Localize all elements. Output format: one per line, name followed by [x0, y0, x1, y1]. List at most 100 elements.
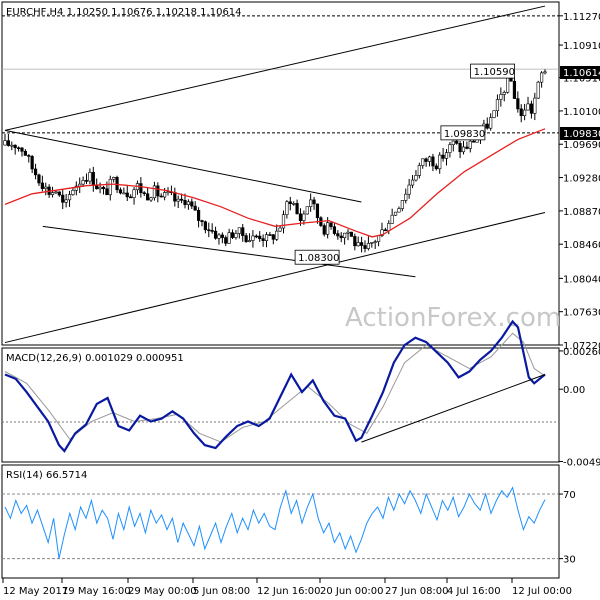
- candle-body: [118, 189, 123, 194]
- candle-body: [258, 235, 262, 239]
- candle-body: [339, 235, 343, 238]
- candle-body: [193, 205, 197, 211]
- price-tick-label: 1.10100: [563, 107, 600, 118]
- moving-average-line: [4, 128, 546, 238]
- x-tick-label: 12 Jul 00:00: [512, 586, 572, 597]
- candle-body: [190, 201, 194, 207]
- candle-body: [458, 143, 462, 153]
- candle-body: [329, 222, 333, 227]
- candle-body: [210, 230, 214, 232]
- candle-body: [417, 165, 421, 176]
- price-tick-label: 1.10510: [563, 74, 600, 85]
- candle-body: [468, 140, 472, 149]
- candle-body: [67, 194, 72, 201]
- candle-body: [20, 147, 24, 152]
- price-tick-label: 1.08870: [563, 207, 600, 218]
- candle-body: [159, 195, 163, 198]
- x-tick-label: 27 Jun 08:00: [385, 586, 449, 597]
- price-tick-label: 1.08460: [563, 240, 600, 251]
- candle-body: [465, 146, 469, 149]
- price-tick-label: 1.07630: [563, 308, 600, 319]
- candle-body: [227, 232, 231, 244]
- candle-body: [383, 229, 387, 232]
- candle-body: [275, 230, 279, 240]
- rsi-tick-label: 30: [563, 555, 576, 566]
- candle-body: [112, 177, 116, 180]
- candle-body: [393, 211, 398, 216]
- candle-body: [302, 213, 306, 221]
- candle-body: [37, 174, 41, 184]
- current-price-box: [560, 66, 600, 79]
- candle-body: [115, 177, 119, 191]
- candle-body: [285, 201, 289, 215]
- candle-body: [434, 165, 438, 170]
- candle-body: [271, 234, 275, 240]
- candle-body: [125, 192, 129, 198]
- level-price-box: [560, 127, 600, 140]
- candle-body: [254, 235, 258, 238]
- candle-body: [264, 234, 269, 241]
- candle-body: [349, 231, 354, 237]
- macd-panel-title: MACD(12,26,9) 0.001029 0.000951: [6, 353, 184, 364]
- macd-tick-label: 0.00: [563, 385, 585, 396]
- candle-body: [3, 140, 7, 146]
- candle-body: [142, 192, 146, 195]
- candle-body: [16, 147, 21, 150]
- candle-body: [295, 203, 299, 215]
- candle-body: [234, 233, 238, 238]
- candle-body: [50, 192, 55, 195]
- candle-body: [78, 183, 82, 187]
- candle-body: [326, 222, 330, 235]
- x-tick-label: 5 Jun 08:00: [193, 586, 250, 597]
- candle-body: [495, 99, 500, 112]
- candle-body: [502, 92, 506, 95]
- lower-channel-trendline: [4, 212, 546, 344]
- candle-body: [376, 235, 381, 242]
- candle-body: [519, 108, 523, 116]
- rsi-line: [4, 486, 546, 559]
- candle-body: [71, 189, 75, 195]
- candle-body: [315, 203, 320, 218]
- candle-body: [146, 193, 150, 201]
- candle-body: [312, 199, 316, 205]
- candle-body: [380, 229, 384, 236]
- candle-body: [414, 175, 418, 181]
- price-tick-label: 1.09690: [563, 140, 600, 151]
- candle-body: [499, 94, 503, 100]
- falling-top-trendline: [4, 129, 362, 203]
- candle-body: [186, 201, 190, 205]
- candle-body: [305, 206, 309, 215]
- annotation-label: 1.08300: [298, 253, 339, 264]
- macd-panel-frame: [1, 347, 560, 463]
- candle-body: [489, 117, 493, 129]
- candle-body: [451, 140, 455, 146]
- candle-body: [533, 97, 537, 114]
- candle-body: [108, 178, 112, 196]
- candle-body: [400, 200, 404, 209]
- candle-body: [129, 196, 133, 199]
- annotation-box: [294, 249, 340, 265]
- candle-body: [220, 234, 224, 238]
- candle-body: [431, 156, 435, 167]
- candle-body: [132, 189, 136, 198]
- rsi-panel: RSI(14) 66.5714 70 30: [1, 464, 576, 579]
- annotation-label: 1.09830: [444, 129, 485, 140]
- candle-body: [44, 186, 48, 189]
- candle-body: [200, 220, 204, 222]
- candle-body: [536, 81, 540, 99]
- candle-body: [74, 185, 78, 191]
- candle-body: [54, 191, 58, 194]
- candle-body: [207, 229, 211, 232]
- trendlines: [4, 5, 546, 344]
- candle-body: [95, 185, 99, 190]
- candle-body: [261, 238, 265, 241]
- candle-body: [230, 232, 235, 238]
- candle-body: [27, 155, 31, 157]
- x-tick-label: 29 May 00:00: [128, 586, 197, 597]
- price-tick-label: 1.10910: [563, 41, 600, 52]
- candle-body: [173, 192, 177, 202]
- candle-body: [485, 123, 489, 129]
- candle-body: [213, 230, 218, 239]
- candle-body: [407, 184, 411, 195]
